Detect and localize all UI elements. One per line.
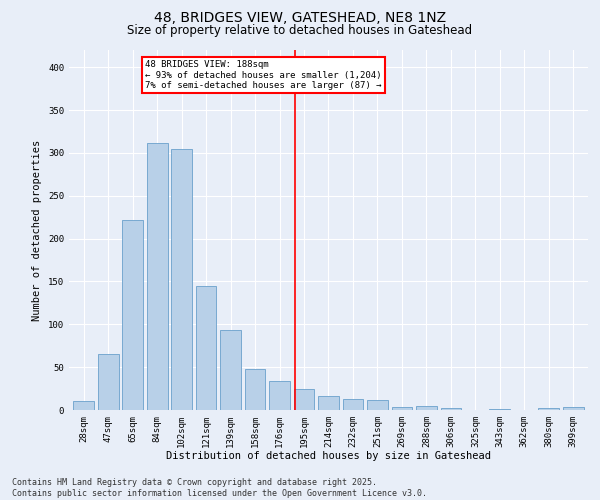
X-axis label: Distribution of detached houses by size in Gateshead: Distribution of detached houses by size … [166,452,491,462]
Bar [416,406,437,410]
Bar [343,399,364,410]
Bar [563,408,584,410]
Bar [196,286,217,410]
Text: Size of property relative to detached houses in Gateshead: Size of property relative to detached ho… [127,24,473,37]
Bar [318,396,339,410]
Bar [293,390,314,410]
Y-axis label: Number of detached properties: Number of detached properties [32,140,43,320]
Bar [367,400,388,410]
Text: 48 BRIDGES VIEW: 188sqm
← 93% of detached houses are smaller (1,204)
7% of semi-: 48 BRIDGES VIEW: 188sqm ← 93% of detache… [145,60,382,90]
Bar [269,381,290,410]
Bar [98,354,119,410]
Text: Contains HM Land Registry data © Crown copyright and database right 2025.
Contai: Contains HM Land Registry data © Crown c… [12,478,427,498]
Bar [490,409,510,410]
Bar [220,330,241,410]
Bar [147,144,167,410]
Bar [171,148,192,410]
Bar [245,369,265,410]
Text: 48, BRIDGES VIEW, GATESHEAD, NE8 1NZ: 48, BRIDGES VIEW, GATESHEAD, NE8 1NZ [154,12,446,26]
Bar [440,408,461,410]
Bar [538,408,559,410]
Bar [122,220,143,410]
Bar [73,402,94,410]
Bar [392,408,412,410]
